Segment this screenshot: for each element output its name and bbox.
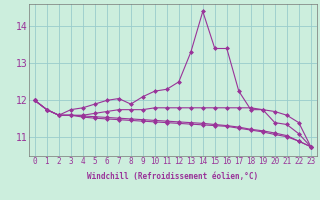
X-axis label: Windchill (Refroidissement éolien,°C): Windchill (Refroidissement éolien,°C) xyxy=(87,172,258,181)
